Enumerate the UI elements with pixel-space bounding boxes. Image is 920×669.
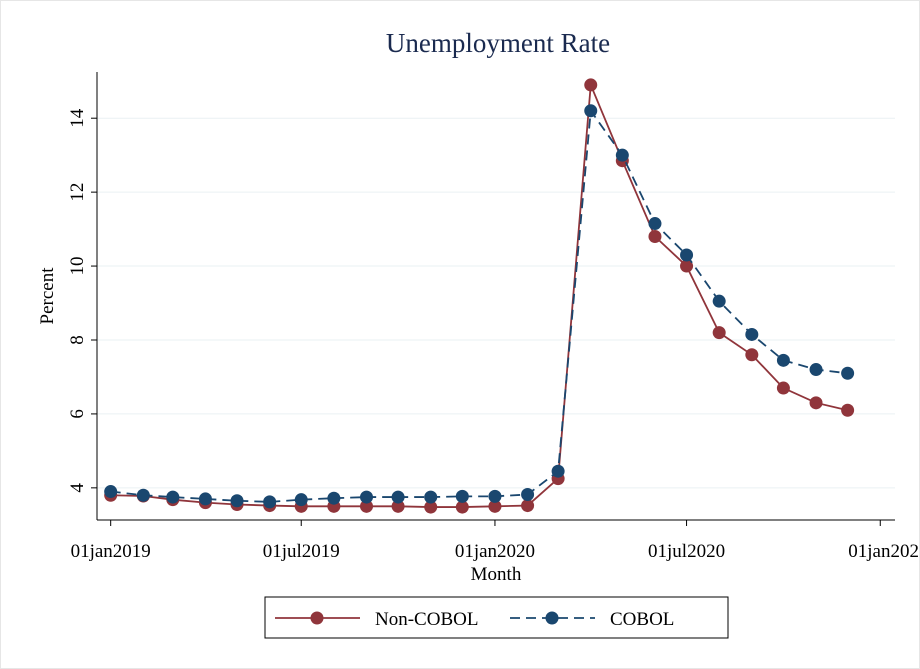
point <box>455 500 469 514</box>
point <box>648 217 662 231</box>
y-tick-label: 14 <box>67 108 88 128</box>
point <box>841 403 855 417</box>
legend-label: COBOL <box>610 609 674 630</box>
point <box>680 248 694 262</box>
point <box>809 396 823 410</box>
point <box>263 495 277 509</box>
point <box>712 294 726 308</box>
point <box>680 259 694 273</box>
point <box>360 499 374 513</box>
y-tick-label: 8 <box>67 335 88 345</box>
x-tick-label: 01jan2020 <box>455 541 535 562</box>
point <box>648 229 662 243</box>
legend-label: Non-COBOL <box>375 609 478 630</box>
x-tick-label: 01jan202 <box>848 541 919 562</box>
point <box>488 489 502 503</box>
point <box>521 499 535 513</box>
chart-title: Unemployment Rate <box>386 28 610 58</box>
y-tick-label: 10 <box>67 257 88 276</box>
legend-marker <box>310 611 324 625</box>
point <box>745 327 759 341</box>
point <box>104 485 118 499</box>
point <box>360 490 374 504</box>
y-axis-label: Percent <box>37 267 58 325</box>
y-tick-label: 4 <box>67 483 88 493</box>
point <box>584 78 598 92</box>
point <box>521 487 535 501</box>
point <box>615 148 629 162</box>
x-tick-label: 01jan2019 <box>71 541 151 562</box>
point <box>294 493 308 507</box>
legend-marker <box>545 611 559 625</box>
point <box>455 489 469 503</box>
point <box>391 490 405 504</box>
point <box>391 499 405 513</box>
point <box>712 326 726 340</box>
point <box>776 381 790 395</box>
point <box>424 500 438 514</box>
point <box>166 490 180 504</box>
point <box>230 494 244 508</box>
point <box>551 464 565 478</box>
x-axis-label: Month <box>471 564 522 585</box>
y-tick-label: 12 <box>67 183 88 202</box>
x-tick-label: 01jul2019 <box>263 541 340 562</box>
point <box>136 488 150 502</box>
legend-box <box>264 596 729 639</box>
point <box>841 366 855 380</box>
point <box>424 490 438 504</box>
point <box>584 104 598 118</box>
point <box>745 348 759 362</box>
point <box>809 363 823 377</box>
point <box>776 353 790 367</box>
point <box>198 492 212 506</box>
y-tick-label: 6 <box>67 409 88 419</box>
x-tick-label: 01jul2020 <box>648 541 725 562</box>
point <box>488 499 502 513</box>
point <box>327 491 341 505</box>
